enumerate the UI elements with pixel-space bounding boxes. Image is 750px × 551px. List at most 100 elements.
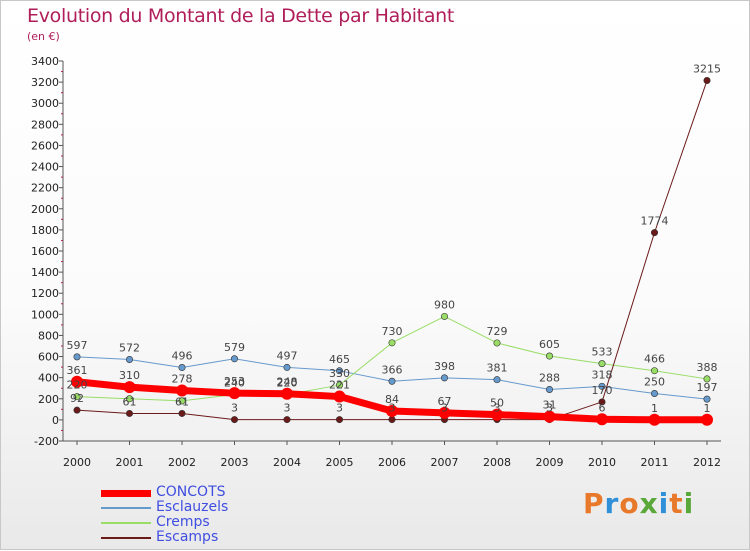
legend-label: Escamps [156, 529, 219, 545]
y-tick-label: 1000 [31, 308, 59, 321]
x-tick-label: 2006 [378, 456, 406, 469]
data-label-escamps: 1774 [641, 215, 669, 228]
data-label-esclauzels: 496 [172, 350, 193, 363]
y-tick-label: 2000 [31, 203, 59, 216]
data-point-cremps [178, 397, 186, 405]
data-label-escamps: 92 [70, 392, 84, 405]
data-label-cremps: 605 [539, 338, 560, 351]
data-label-concots: 31 [543, 399, 557, 412]
data-point-escamps [283, 416, 291, 424]
y-tick-label: 600 [38, 351, 59, 364]
data-label-escamps: 3 [231, 402, 238, 415]
y-tick-label: 200 [38, 393, 59, 406]
data-point-escamps [335, 416, 343, 424]
data-point-concots [176, 384, 188, 397]
data-label-esclauzels: 572 [119, 342, 140, 355]
data-label-concots: 221 [329, 379, 350, 392]
data-label-escamps: 61 [175, 395, 189, 408]
data-point-esclauzels [388, 377, 396, 385]
y-tick-label: 800 [38, 329, 59, 342]
data-label-concots: 1 [651, 402, 658, 415]
data-point-concots [648, 413, 661, 426]
data-point-cremps [388, 339, 396, 347]
data-label-cremps: 388 [697, 361, 718, 374]
data-label-escamps: 3 [389, 402, 396, 415]
chart-subtitle: (en €) [27, 30, 60, 43]
data-point-escamps [598, 398, 606, 406]
x-tick-label: 2001 [116, 456, 144, 469]
data-point-esclauzels [335, 367, 343, 375]
legend-label: Cremps [156, 514, 210, 530]
data-point-cremps [545, 352, 553, 360]
data-label-esclauzels: 579 [224, 341, 245, 354]
y-tick-label: 3000 [31, 97, 59, 110]
data-label-escamps: 61 [123, 395, 137, 408]
data-label-escamps: 3 [494, 402, 501, 415]
chart-title: Evolution du Montant de la Dette par Hab… [27, 5, 455, 27]
data-point-escamps [703, 77, 711, 85]
data-point-concots [386, 405, 398, 418]
data-point-cremps [126, 395, 134, 403]
legend-label: CONCOTS [156, 484, 226, 500]
data-label-concots: 50 [490, 397, 504, 410]
data-point-concots [228, 387, 241, 400]
x-tick-label: 2010 [588, 456, 616, 469]
x-tick-label: 2012 [693, 456, 721, 469]
legend-item-concots: CONCOTS [101, 484, 321, 500]
data-label-esclauzels: 381 [487, 362, 508, 375]
y-tick-label: 3400 [31, 55, 59, 68]
data-point-concots [491, 408, 503, 421]
data-label-esclauzels: 465 [329, 353, 350, 366]
data-point-escamps [73, 406, 81, 414]
y-tick-label: 400 [38, 372, 59, 385]
data-label-escamps: 3 [441, 402, 448, 415]
data-label-concots: 278 [172, 373, 193, 386]
data-point-concots [438, 406, 451, 419]
x-tick-label: 2009 [536, 456, 564, 469]
legend-swatch [101, 537, 151, 539]
data-label-esclauzels: 288 [539, 371, 560, 384]
data-label-concots: 361 [67, 364, 88, 377]
x-tick-label: 2000 [63, 456, 91, 469]
x-tick-label: 2003 [221, 456, 249, 469]
data-point-esclauzels [545, 385, 553, 393]
data-point-esclauzels [703, 395, 711, 403]
data-label-esclauzels: 197 [697, 381, 718, 394]
legend-swatch [101, 507, 151, 509]
data-label-esclauzels: 366 [382, 363, 403, 376]
data-point-cremps [650, 367, 658, 375]
data-label-escamps: 3215 [693, 63, 721, 76]
data-label-escamps: 3 [546, 402, 553, 415]
data-label-esclauzels: 597 [67, 339, 88, 352]
data-point-cremps [493, 339, 501, 347]
y-tick-label: 1800 [31, 224, 59, 237]
data-point-esclauzels [650, 389, 658, 397]
data-label-cremps: 730 [382, 325, 403, 338]
y-tick-label: 3200 [31, 76, 59, 89]
data-label-cremps: 220 [277, 377, 298, 390]
data-label-concots: 67 [438, 395, 452, 408]
x-tick-label: 2011 [641, 456, 669, 469]
data-point-esclauzels [231, 355, 239, 363]
data-point-escamps [231, 416, 239, 424]
data-label-concots: 84 [385, 393, 399, 406]
data-label-cremps: 240 [224, 377, 245, 390]
x-tick-label: 2008 [483, 456, 511, 469]
legend-label: Esclauzels [156, 499, 229, 515]
data-point-concots [701, 413, 713, 426]
y-tick-label: 2800 [31, 118, 59, 131]
data-label-cremps: 220 [67, 379, 88, 392]
data-point-concots [281, 387, 293, 400]
data-label-concots: 6 [599, 401, 606, 414]
data-point-esclauzels [493, 376, 501, 384]
data-point-esclauzels [73, 353, 81, 361]
y-tick-label: -200 [34, 435, 59, 448]
legend-item-cremps: Cremps [101, 514, 321, 530]
data-point-cremps [335, 381, 343, 389]
x-tick-label: 2004 [273, 456, 301, 469]
data-label-escamps: 3 [284, 402, 291, 415]
data-point-esclauzels [440, 374, 448, 382]
legend-item-escamps: Escamps [101, 529, 321, 545]
